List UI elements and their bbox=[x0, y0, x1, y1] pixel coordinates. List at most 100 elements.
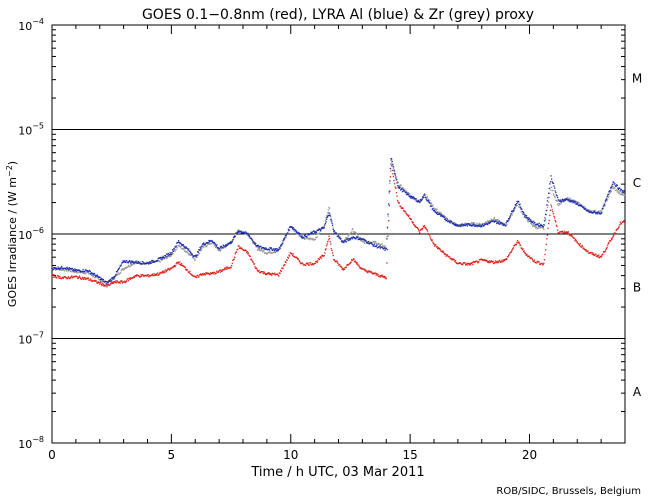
data-point bbox=[200, 273, 202, 276]
data-point bbox=[465, 224, 467, 227]
data-point bbox=[254, 266, 256, 268]
data-point bbox=[535, 225, 537, 228]
data-point bbox=[309, 232, 312, 235]
data-point bbox=[216, 246, 218, 248]
data-point bbox=[398, 202, 401, 204]
data-point bbox=[292, 226, 294, 229]
data-point bbox=[118, 268, 120, 270]
data-point bbox=[135, 275, 137, 277]
data-point bbox=[167, 267, 170, 270]
data-point bbox=[283, 239, 285, 241]
data-point bbox=[327, 241, 329, 243]
data-point bbox=[620, 189, 623, 191]
data-point bbox=[359, 267, 362, 269]
data-point bbox=[74, 276, 76, 278]
data-point bbox=[259, 248, 261, 251]
data-point bbox=[234, 256, 236, 258]
data-point bbox=[348, 264, 350, 266]
data-point bbox=[208, 240, 211, 243]
data-point bbox=[118, 281, 121, 283]
data-point bbox=[622, 193, 624, 195]
data-point bbox=[550, 186, 553, 188]
data-point bbox=[288, 254, 290, 256]
data-point bbox=[562, 232, 565, 234]
data-point bbox=[180, 242, 182, 245]
data-point bbox=[556, 200, 558, 202]
data-point bbox=[158, 274, 160, 276]
data-point bbox=[454, 223, 457, 225]
data-point bbox=[352, 259, 354, 262]
data-point bbox=[226, 244, 229, 246]
data-point bbox=[471, 262, 473, 264]
data-point bbox=[105, 283, 107, 285]
data-point bbox=[179, 263, 182, 266]
data-point bbox=[545, 214, 547, 216]
data-point bbox=[124, 266, 127, 269]
data-point bbox=[149, 261, 151, 263]
series-lyra-zr-proxy bbox=[51, 159, 626, 285]
data-point bbox=[590, 252, 593, 254]
data-point bbox=[616, 189, 618, 191]
data-point bbox=[558, 204, 560, 207]
data-point bbox=[619, 224, 621, 226]
data-point bbox=[252, 242, 254, 245]
data-point bbox=[538, 222, 540, 225]
data-point bbox=[439, 213, 441, 215]
data-point bbox=[387, 215, 389, 217]
data-point bbox=[348, 238, 350, 240]
data-point bbox=[559, 200, 561, 202]
data-point bbox=[268, 273, 270, 275]
data-point bbox=[142, 274, 145, 276]
data-point bbox=[160, 258, 162, 261]
data-point bbox=[64, 267, 66, 269]
data-point bbox=[96, 274, 99, 276]
data-point bbox=[581, 244, 583, 247]
data-point bbox=[229, 242, 231, 244]
data-point bbox=[429, 199, 431, 202]
data-point bbox=[410, 197, 412, 199]
data-point bbox=[546, 204, 548, 206]
data-point bbox=[230, 267, 232, 269]
data-point bbox=[443, 252, 445, 255]
data-point bbox=[258, 249, 260, 252]
data-point bbox=[610, 187, 612, 189]
data-point bbox=[130, 260, 133, 262]
data-point bbox=[496, 220, 498, 222]
data-point bbox=[345, 240, 347, 242]
data-point bbox=[57, 266, 59, 268]
data-point bbox=[216, 244, 218, 246]
data-point bbox=[114, 275, 116, 277]
data-point bbox=[458, 224, 460, 226]
data-point bbox=[219, 271, 222, 273]
data-point bbox=[299, 261, 301, 263]
data-point bbox=[346, 238, 349, 240]
data-point bbox=[414, 225, 417, 227]
data-point bbox=[617, 228, 619, 230]
data-point bbox=[545, 213, 547, 215]
data-point bbox=[165, 270, 167, 273]
data-point bbox=[72, 269, 74, 272]
data-point bbox=[361, 238, 363, 240]
data-point bbox=[451, 221, 453, 223]
data-point bbox=[473, 223, 475, 226]
data-point bbox=[158, 259, 160, 262]
data-point bbox=[182, 248, 184, 250]
data-point bbox=[331, 252, 334, 254]
data-point bbox=[390, 163, 392, 165]
data-point bbox=[329, 215, 331, 217]
data-point bbox=[258, 247, 260, 249]
data-point bbox=[122, 269, 124, 271]
data-point bbox=[332, 228, 334, 231]
data-point bbox=[252, 261, 254, 263]
data-point bbox=[172, 253, 174, 255]
data-point bbox=[601, 208, 604, 211]
data-point bbox=[287, 228, 290, 230]
x-tick-label: 20 bbox=[522, 448, 537, 462]
data-point bbox=[106, 281, 109, 283]
data-point bbox=[391, 158, 393, 160]
data-point bbox=[576, 202, 578, 204]
data-point bbox=[270, 273, 272, 275]
data-point bbox=[324, 224, 326, 226]
data-point bbox=[216, 247, 219, 250]
data-point bbox=[381, 274, 383, 276]
